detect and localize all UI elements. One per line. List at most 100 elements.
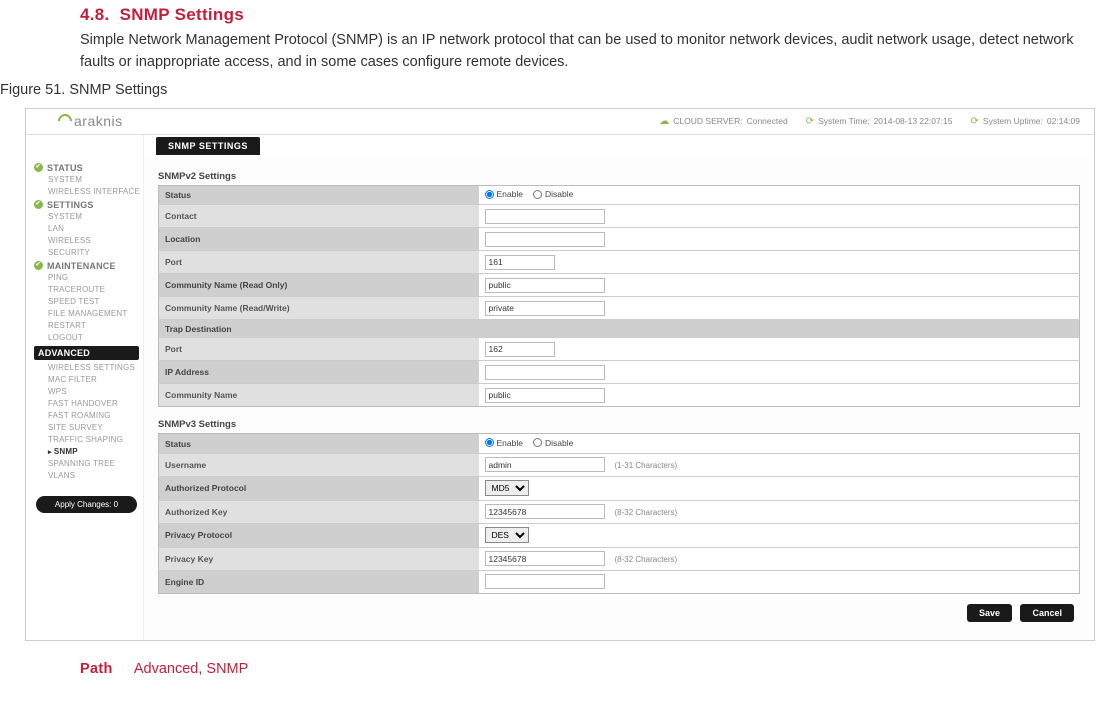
sidebar-item[interactable]: FAST HANDOVER <box>30 398 143 410</box>
text-input[interactable] <box>485 365 605 380</box>
text-input[interactable] <box>485 342 555 357</box>
sidebar-section-tag[interactable]: MAINTENANCE <box>34 261 143 271</box>
sidebar-item[interactable]: SYSTEM <box>30 174 143 186</box>
row-label: Authorized Key <box>159 500 479 523</box>
text-input[interactable] <box>485 255 555 270</box>
system-time: ⟳ System Time: 2014-08-13 22:07:15 <box>806 116 953 127</box>
sidebar-item[interactable]: SECURITY <box>30 247 143 259</box>
sidebar-item[interactable]: SITE SURVEY <box>30 422 143 434</box>
row-value: DES <box>479 523 1080 547</box>
sidebar-item[interactable]: VLANS <box>30 470 143 482</box>
row-label: Privacy Protocol <box>159 523 479 547</box>
row-label: Authorized Protocol <box>159 476 479 500</box>
sidebar-item[interactable]: SYSTEM <box>30 211 143 223</box>
sidebar-item[interactable]: FAST ROAMING <box>30 410 143 422</box>
figure-caption: Figure 51. SNMP Settings <box>0 82 1098 98</box>
cloud-icon: ☁ <box>659 116 669 127</box>
cloud-status: ☁ CLOUD SERVER: Connected <box>659 116 787 127</box>
text-input[interactable] <box>485 232 605 247</box>
text-input[interactable] <box>485 278 605 293</box>
row-label: Contact <box>159 205 479 228</box>
sidebar-item[interactable]: SPANNING TREE <box>30 458 143 470</box>
apply-changes-pill[interactable]: Apply Changes: 0 <box>36 496 137 513</box>
sidebar-item[interactable]: LAN <box>30 223 143 235</box>
sidebar-item[interactable]: TRAFFIC SHAPING <box>30 434 143 446</box>
row-value: Enable Disable <box>479 185 1080 205</box>
row-label: Username <box>159 453 479 476</box>
row-value <box>479 274 1080 297</box>
row-value <box>479 297 1080 320</box>
row-label: Status <box>159 434 479 454</box>
text-input[interactable] <box>485 551 605 566</box>
sidebar-item[interactable]: TRACEROUTE <box>30 284 143 296</box>
text-input[interactable] <box>485 388 605 403</box>
row-value <box>479 251 1080 274</box>
snmpv3-title: SNMPv3 Settings <box>158 419 1080 430</box>
row-value <box>479 570 1080 593</box>
text-input[interactable] <box>485 209 605 224</box>
sidebar-item[interactable]: MAC FILTER <box>30 374 143 386</box>
text-input[interactable] <box>485 457 605 472</box>
section-title: SNMP Settings <box>120 5 245 24</box>
refresh-icon: ⟳ <box>806 116 814 127</box>
sidebar-item[interactable]: SPEED TEST <box>30 296 143 308</box>
sidebar-section-tag[interactable]: SETTINGS <box>34 200 143 210</box>
row-label: Location <box>159 228 479 251</box>
row-label: Trap Destination <box>159 320 1080 338</box>
snmpv2-title: SNMPv2 Settings <box>158 171 1080 182</box>
row-value: Enable Disable <box>479 434 1080 454</box>
row-value <box>479 384 1080 407</box>
uptime-icon: ⟳ <box>971 116 979 127</box>
page-title-pill: SNMP SETTINGS <box>156 137 260 155</box>
sidebar-item[interactable]: FILE MANAGEMENT <box>30 308 143 320</box>
sidebar-item[interactable]: SNMP <box>30 446 143 458</box>
path-value: Advanced, SNMP <box>134 661 248 677</box>
sidebar-section-tag[interactable]: ADVANCED <box>34 346 139 360</box>
radio-option[interactable]: Enable <box>485 189 523 199</box>
row-label: Privacy Key <box>159 547 479 570</box>
row-value <box>479 338 1080 361</box>
field-hint: (8-32 Characters) <box>615 508 678 517</box>
check-icon <box>34 163 43 172</box>
radio-option[interactable]: Disable <box>533 438 573 448</box>
sidebar-item[interactable]: WIRELESS <box>30 235 143 247</box>
row-label: Community Name (Read/Write) <box>159 297 479 320</box>
snmpv3-table: Status Enable Disable Username (1-31 Charact… <box>158 433 1080 594</box>
screenshot-panel: araknis ☁ CLOUD SERVER: Connected ⟳ Syst… <box>25 108 1095 641</box>
text-input[interactable] <box>485 574 605 589</box>
text-input[interactable] <box>485 504 605 519</box>
row-value: (8-32 Characters) <box>479 500 1080 523</box>
field-hint: (1-31 Characters) <box>615 461 678 470</box>
row-value: (8-32 Characters) <box>479 547 1080 570</box>
snmpv2-table: StatusEnableDisableContactLocationPortCo… <box>158 185 1080 408</box>
sidebar-item[interactable]: WIRELESS SETTINGS <box>30 362 143 374</box>
system-uptime: ⟳ System Uptime: 02:14:09 <box>971 116 1080 127</box>
logo-text: araknis <box>74 113 123 129</box>
radio-option[interactable]: Enable <box>485 438 523 448</box>
section-heading: 4.8. SNMP Settings <box>80 5 1098 25</box>
select-input[interactable]: MD5 <box>485 480 529 496</box>
section-number: 4.8. <box>80 5 110 24</box>
select-input[interactable]: DES <box>485 527 529 543</box>
sidebar-item[interactable]: LOGOUT <box>30 332 143 344</box>
save-button[interactable]: Save <box>967 604 1012 622</box>
row-label: Port <box>159 338 479 361</box>
row-label: Community Name <box>159 384 479 407</box>
sidebar-item[interactable]: WIRELESS INTERFACE <box>30 186 143 198</box>
row-label: Community Name (Read Only) <box>159 274 479 297</box>
check-icon <box>34 261 43 270</box>
row-value <box>479 205 1080 228</box>
sidebar-item[interactable]: WPS <box>30 386 143 398</box>
cancel-button[interactable]: Cancel <box>1020 604 1074 622</box>
sidebar-section-tag[interactable]: STATUS <box>34 163 143 173</box>
row-value <box>479 361 1080 384</box>
section-description: Simple Network Management Protocol (SNMP… <box>80 29 1090 74</box>
text-input[interactable] <box>485 301 605 316</box>
check-icon <box>34 200 43 209</box>
sidebar-item[interactable]: PING <box>30 272 143 284</box>
field-hint: (8-32 Characters) <box>615 555 678 564</box>
radio-option[interactable]: Disable <box>533 189 573 199</box>
row-label: Engine ID <box>159 570 479 593</box>
sidebar-item[interactable]: RESTART <box>30 320 143 332</box>
row-value <box>479 228 1080 251</box>
